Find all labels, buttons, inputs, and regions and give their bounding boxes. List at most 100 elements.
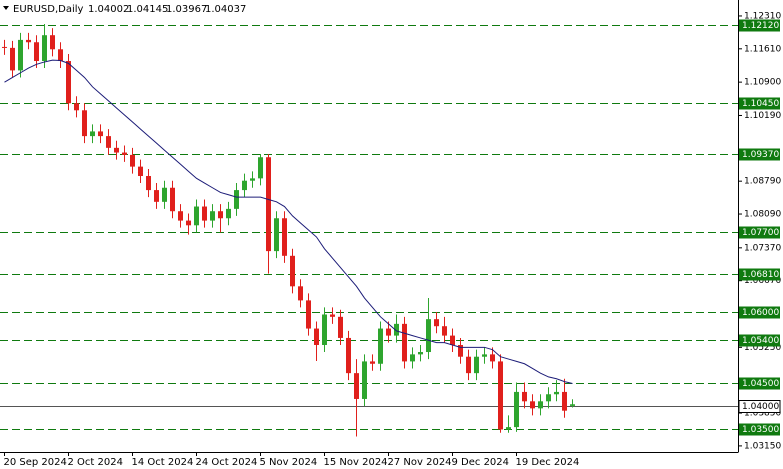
candle-body <box>90 131 95 137</box>
candle-body <box>258 157 263 179</box>
candle-body <box>482 354 487 357</box>
x-tick-label: 2 Oct 2024 <box>68 457 123 468</box>
level-label: 1.10450 <box>742 99 779 109</box>
level-label-box <box>739 148 780 161</box>
level-label-box <box>739 97 780 110</box>
y-tick-label: 1.06670 <box>744 276 781 286</box>
level-label-box <box>739 226 780 239</box>
ohlc-high: 1.04145 <box>127 4 168 15</box>
candle-body <box>74 103 79 111</box>
candle-body <box>410 354 415 362</box>
x-tick-label: 5 Nov 2024 <box>260 457 318 468</box>
candle-body <box>178 211 183 221</box>
level-label: 1.09370 <box>742 150 779 160</box>
candle-body <box>514 391 519 428</box>
ohlc-open: 1.04002 <box>88 4 129 15</box>
level-label-box <box>739 423 780 436</box>
candle-body <box>138 166 143 177</box>
candle-body <box>322 314 327 345</box>
price-label: 1.04000 <box>742 402 779 412</box>
level-label-box <box>739 268 780 281</box>
x-tick-label: 15 Nov 2024 <box>324 457 388 468</box>
level-label: 1.06000 <box>742 308 779 318</box>
candle-body <box>290 255 295 287</box>
candle-body <box>402 323 407 362</box>
candle-body <box>226 208 231 219</box>
candle-body <box>234 190 239 209</box>
y-tick-label: 1.12310 <box>744 11 781 21</box>
y-tick-label: 1.03850 <box>744 409 781 419</box>
candle-body <box>298 286 303 301</box>
candle-body <box>170 187 175 212</box>
candle-body <box>306 300 311 329</box>
candle-body <box>386 328 391 336</box>
level-label: 1.05400 <box>742 336 779 346</box>
ohlc-low: 1.03967 <box>166 4 207 15</box>
candle-body <box>282 218 287 256</box>
level-label: 1.04500 <box>742 379 779 389</box>
candle-body <box>194 206 199 226</box>
candle-body <box>186 220 191 226</box>
candle-body <box>42 35 47 62</box>
y-tick-label: 1.08090 <box>744 210 781 220</box>
menu-arrow[interactable] <box>3 6 9 10</box>
candle-body <box>338 316 343 338</box>
candle-body <box>378 328 383 364</box>
y-tick-label: 1.11610 <box>744 44 781 54</box>
candle-body <box>58 49 63 62</box>
level-label: 1.03500 <box>742 425 779 435</box>
x-tick-label: 27 Nov 2024 <box>388 457 452 468</box>
candle-body <box>98 131 103 137</box>
candle-body <box>106 136 111 148</box>
y-tick-label: 1.10900 <box>744 78 781 88</box>
candle-body <box>218 211 223 219</box>
candle-body <box>450 335 455 345</box>
y-tick-label: 1.05250 <box>744 343 781 353</box>
candle-body <box>498 361 503 430</box>
candle-body <box>50 35 55 50</box>
level-label: 1.06810 <box>742 270 779 280</box>
candle-body <box>154 190 159 202</box>
candle-body <box>466 356 471 374</box>
y-tick-label: 1.03150 <box>744 441 781 451</box>
candle-body <box>82 110 87 137</box>
symbol-title: EURUSD,Daily <box>13 4 84 15</box>
candle-body <box>562 391 567 411</box>
level-label: 1.12120 <box>742 21 779 31</box>
candle-body <box>202 206 207 221</box>
level-label-box <box>739 306 780 319</box>
candle-body <box>314 328 319 345</box>
y-tick-label: 1.10190 <box>744 111 781 121</box>
moving-average <box>4 59 573 384</box>
plot-area <box>0 23 738 437</box>
candle-body <box>546 394 551 402</box>
candle-body <box>490 354 495 362</box>
candle-body <box>2 46 7 48</box>
x-tick-label: 19 Dec 2024 <box>516 457 580 468</box>
ohlc-close: 1.04037 <box>205 4 246 15</box>
candle-body <box>442 326 447 336</box>
y-tick-label: 1.07370 <box>744 243 781 253</box>
candle-body <box>34 42 39 62</box>
candle-body <box>130 154 135 167</box>
candle-body <box>354 373 359 399</box>
candle-body <box>370 361 375 364</box>
candle-body <box>570 404 575 406</box>
candle-body <box>346 337 351 374</box>
candle-body <box>530 401 535 409</box>
candle-body <box>506 427 511 430</box>
level-label-box <box>739 334 780 347</box>
candle-body <box>362 361 367 399</box>
candle-body <box>418 352 423 355</box>
candle-body <box>242 180 247 191</box>
level-label-box <box>739 19 780 32</box>
candle-body <box>394 323 399 336</box>
y-tick-label: 1.08790 <box>744 177 781 187</box>
level-label-box <box>739 377 780 390</box>
candle-body <box>250 178 255 181</box>
x-tick-label: 9 Dec 2024 <box>452 457 510 468</box>
candle-body <box>122 152 127 155</box>
